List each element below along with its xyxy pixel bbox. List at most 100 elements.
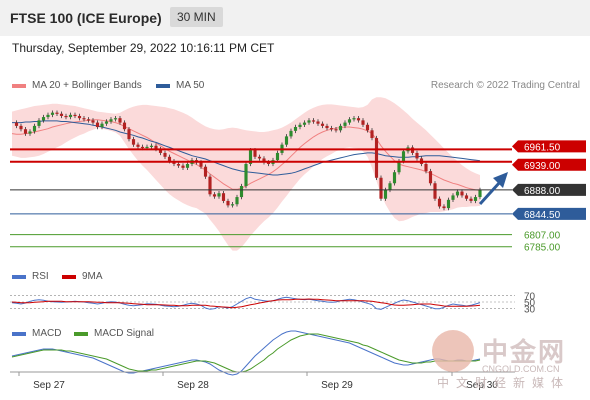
candle (154, 145, 158, 150)
candle (316, 121, 320, 124)
9ma-swatch (62, 274, 76, 279)
candle (415, 152, 419, 159)
legend-macd-signal-label: MACD Signal (94, 328, 155, 339)
candle (91, 120, 95, 123)
candle (338, 125, 343, 131)
rsi-tick-label: 70 (524, 291, 536, 302)
candle (437, 198, 442, 207)
candle (356, 118, 361, 121)
candle (226, 200, 230, 206)
candle (343, 122, 347, 126)
credit-label: Research © 2022 Trading Central (430, 80, 580, 91)
candle (365, 124, 370, 131)
rsi-line (11, 296, 481, 310)
candle (86, 119, 91, 121)
candle (320, 123, 325, 126)
x-tick-label: Sep 30 (466, 380, 498, 391)
candle (185, 163, 190, 168)
candle (262, 158, 266, 163)
level-tag (512, 207, 586, 220)
candle (374, 138, 379, 178)
legend-ma20-label: MA 20 + Bollinger Bands (32, 80, 142, 91)
candle (329, 128, 334, 130)
candle (149, 145, 154, 147)
candle (122, 122, 127, 130)
candle (388, 183, 392, 190)
candle (176, 163, 181, 166)
candle (446, 199, 451, 209)
x-tick-label: Sep 27 (33, 380, 65, 391)
candle (55, 112, 59, 114)
candle (257, 156, 262, 159)
macd-signal-line (11, 333, 481, 373)
watermark-sub: 中文财经新媒体 (437, 376, 571, 390)
candle (131, 139, 136, 145)
candle (181, 165, 185, 168)
candle (109, 119, 113, 122)
candle (118, 118, 122, 123)
candle (217, 193, 221, 197)
datetime-label: Thursday, September 29, 2022 10:16:11 PM… (12, 41, 275, 55)
candle (95, 122, 100, 127)
legend-rsi: RSI (12, 271, 49, 282)
candle (325, 125, 329, 129)
header-bar (0, 0, 590, 36)
candle (203, 166, 208, 177)
candle (370, 130, 374, 139)
candle (289, 130, 293, 137)
candle (64, 115, 68, 118)
candle (212, 194, 217, 197)
candle (145, 146, 149, 149)
level-label: 6807.00 (524, 231, 561, 242)
candle (352, 118, 356, 120)
candle (433, 183, 437, 199)
candle (307, 120, 311, 123)
candle (100, 123, 104, 127)
candle (32, 125, 37, 132)
watermark-name: 中金网 (482, 337, 567, 367)
candle (347, 119, 352, 123)
candle (383, 189, 388, 199)
chart-title: FTSE 100 (ICE Europe) (10, 10, 162, 26)
candle (163, 152, 167, 157)
candle (50, 112, 55, 115)
candle (77, 115, 82, 119)
candle (455, 191, 460, 196)
candle (464, 195, 469, 199)
candle (68, 114, 73, 118)
candle (158, 149, 163, 153)
candle (379, 177, 383, 199)
watermark-url: CNGOLD.COM.CN (482, 364, 560, 374)
candle (23, 129, 28, 134)
candle (478, 189, 482, 198)
candle (59, 113, 64, 116)
macd-swatch (12, 331, 26, 336)
candle (334, 129, 338, 131)
level-label: 6888.00 (524, 186, 561, 197)
candle (298, 124, 302, 127)
candle (392, 172, 397, 184)
candle (235, 197, 239, 205)
timeframe-button[interactable]: 30 MIN (170, 7, 223, 27)
candle (293, 127, 298, 131)
candle (266, 162, 271, 164)
candle (113, 118, 118, 120)
level-label: 6961.50 (524, 142, 561, 153)
legend-9ma-label: 9MA (82, 271, 103, 282)
ma50-swatch (156, 83, 170, 88)
candle (275, 152, 280, 161)
candle (397, 161, 401, 173)
candle (19, 125, 23, 130)
legend-macd: MACD (12, 328, 61, 339)
candle (82, 118, 86, 120)
level-tag (512, 183, 586, 196)
level-tag (512, 140, 586, 153)
forecast-arrow (478, 180, 502, 206)
level-label: 6939.00 (524, 161, 561, 172)
candle (428, 171, 433, 184)
candle (401, 151, 406, 162)
x-tick-label: Sep 28 (177, 380, 209, 391)
candle (140, 146, 145, 149)
candle (361, 120, 365, 125)
